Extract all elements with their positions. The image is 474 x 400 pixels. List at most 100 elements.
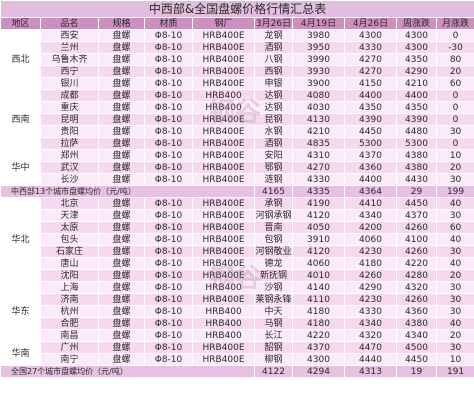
spec: Φ8-10 — [144, 137, 193, 150]
spec: Φ8-10 — [144, 341, 193, 354]
price-apr19: 4290 — [344, 281, 397, 294]
average-label: 全国27个城市盘螺均价（元/吨） — [0, 365, 255, 378]
city: 昆明 — [40, 113, 99, 126]
product-name: 盘螺 — [98, 161, 145, 174]
price-apr26: 4500 — [396, 341, 437, 354]
spec: Φ8-10 — [144, 233, 193, 246]
price-apr19: 4270 — [344, 53, 397, 66]
average-weekly: 19 — [396, 365, 437, 378]
mill: 莱钢永锋 — [254, 293, 293, 306]
price-mar26: 4030 — [292, 101, 345, 114]
price-mar26: 4010 — [292, 269, 345, 282]
spec: Φ8-10 — [144, 89, 193, 102]
mill: 达钢 — [254, 89, 293, 102]
price-apr26: 4350 — [396, 101, 437, 114]
price-apr26: 4400 — [396, 89, 437, 102]
grade: HRB400E — [192, 137, 255, 150]
price-apr26: 4260 — [396, 221, 437, 234]
city: 石家庄 — [40, 245, 99, 258]
product-name: 盘螺 — [98, 197, 145, 210]
price-mar26: 3950 — [292, 41, 345, 54]
average-apr26: 4364 — [344, 185, 397, 198]
price-mar26: 4210 — [292, 125, 345, 138]
header-product: 品名 — [40, 17, 99, 30]
price-apr19: 4410 — [344, 197, 397, 210]
product-name: 盘螺 — [98, 269, 145, 282]
region-cell: 西北 — [0, 29, 41, 90]
spec: Φ8-10 — [144, 305, 193, 318]
mill: 晋南 — [254, 221, 293, 234]
header-region: 地区 — [0, 17, 41, 30]
price-apr19: 4060 — [344, 233, 397, 246]
price-mar26: 4220 — [292, 329, 345, 342]
price-apr26: 5300 — [396, 137, 437, 150]
grade: HRB400E — [192, 125, 255, 138]
weekly-change: 20 — [435, 161, 474, 174]
price-apr26: 4370 — [396, 209, 437, 222]
table-title: 中西部&全国盘螺价格行情汇总表 — [0, 0, 474, 18]
grade: HRB400 — [192, 305, 255, 318]
price-mar26: 4050 — [292, 221, 345, 234]
product-name: 盘螺 — [98, 125, 145, 138]
grade: HRB400E — [192, 341, 255, 354]
product-name: 盘螺 — [98, 173, 145, 186]
average-row: 中西部13个城市盘螺均价（元/吨） 4165 4335 4364 29 199 — [0, 185, 474, 198]
price-mar26: 3990 — [292, 53, 345, 66]
product-name: 盘螺 — [98, 353, 145, 366]
mill: 八钢 — [254, 53, 293, 66]
spec: Φ8-10 — [144, 197, 193, 210]
price-mar26: 4310 — [292, 149, 345, 162]
price-apr26: 4100 — [396, 233, 437, 246]
weekly-change: 40 — [435, 257, 474, 270]
price-apr19: 4320 — [344, 329, 397, 342]
price-apr26: 4290 — [396, 65, 437, 78]
average-mar26: 4122 — [254, 365, 293, 378]
grade: HRB400E — [192, 149, 255, 162]
mill: 鄂钢 — [254, 161, 293, 174]
spec: Φ8-10 — [144, 77, 193, 90]
grade: HRB400E — [192, 173, 255, 186]
grade: HRB400E — [192, 269, 255, 282]
weekly-change: 30 — [435, 293, 474, 306]
product-name: 盘螺 — [98, 149, 145, 162]
product-name: 盘螺 — [98, 341, 145, 354]
mill: 河钢承钢 — [254, 209, 293, 222]
average-row: 全国27个城市盘螺均价（元/吨） 4122 4294 4313 19 191 — [0, 365, 474, 378]
price-apr19: 4340 — [344, 317, 397, 330]
product-name: 盘螺 — [98, 137, 145, 150]
city: 合肥 — [40, 317, 99, 330]
grade: HRB400E — [192, 353, 255, 366]
average-weekly: 29 — [396, 185, 437, 198]
mill: 涟钢 — [254, 173, 293, 186]
price-apr19: 4340 — [344, 209, 397, 222]
price-mar26: 4120 — [292, 245, 345, 258]
header-mill: 钢厂 — [192, 17, 255, 30]
city: 杭州 — [40, 305, 99, 318]
mill: 沙钢 — [254, 281, 293, 294]
average-apr19: 4335 — [292, 185, 345, 198]
price-mar26: 4110 — [292, 293, 345, 306]
weekly-change: -30 — [435, 41, 474, 54]
price-mar26: 4180 — [292, 317, 345, 330]
price-apr19: 4200 — [344, 221, 397, 234]
spec: Φ8-10 — [144, 293, 193, 306]
weekly-change: 80 — [435, 53, 474, 66]
price-mar26: 4140 — [292, 281, 345, 294]
city: 广州 — [40, 341, 99, 354]
header-grade: 材质 — [144, 17, 193, 30]
price-apr19: 4470 — [344, 341, 397, 354]
grade: HRB400E — [192, 41, 255, 54]
mill: 中天 — [254, 305, 293, 318]
price-apr26: 4450 — [396, 197, 437, 210]
weekly-change: 60 — [435, 221, 474, 234]
price-apr26: 4380 — [396, 149, 437, 162]
weekly-change: 30 — [435, 173, 474, 186]
